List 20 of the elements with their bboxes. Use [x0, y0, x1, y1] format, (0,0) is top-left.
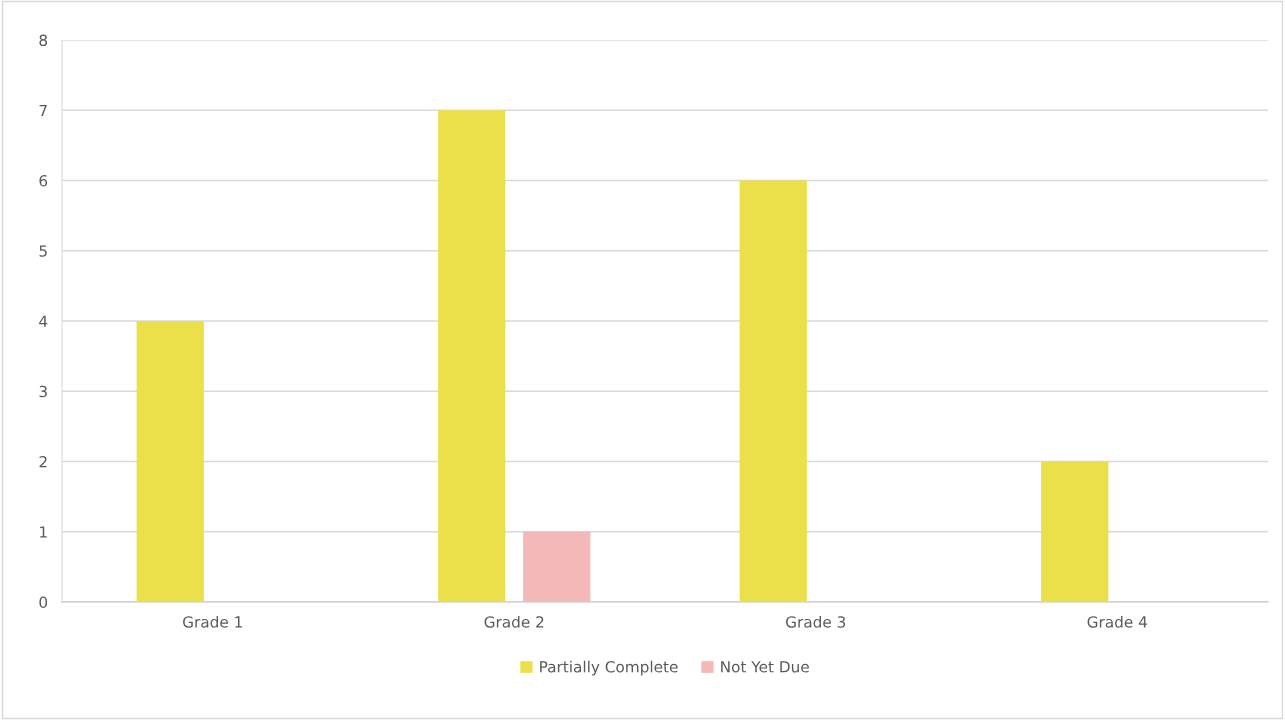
y-tick-label: 2	[39, 455, 47, 468]
y-tick-label: 6	[39, 174, 48, 187]
x-tick-label: Grade 3	[786, 615, 846, 628]
legend-label: Not Yet Due	[721, 661, 809, 673]
x-tick-label: Grade 1	[183, 615, 242, 628]
y-tick-label: 1	[40, 526, 47, 538]
bar	[438, 110, 506, 602]
bar	[1041, 461, 1109, 602]
legend-label: Partially Complete	[540, 660, 678, 676]
x-tick-label: Grade 4	[1087, 615, 1147, 628]
y-tick-label: 5	[39, 245, 47, 257]
bar	[523, 531, 591, 602]
bar	[136, 321, 204, 602]
bar	[739, 180, 807, 602]
y-tick-label: 0	[39, 596, 48, 609]
y-tick-label: 4	[39, 315, 48, 327]
y-tick-label: 3	[39, 385, 47, 398]
y-tick-label: 8	[39, 34, 48, 47]
x-tick-label: Grade 2	[484, 615, 544, 628]
y-tick-label: 7	[39, 104, 47, 117]
